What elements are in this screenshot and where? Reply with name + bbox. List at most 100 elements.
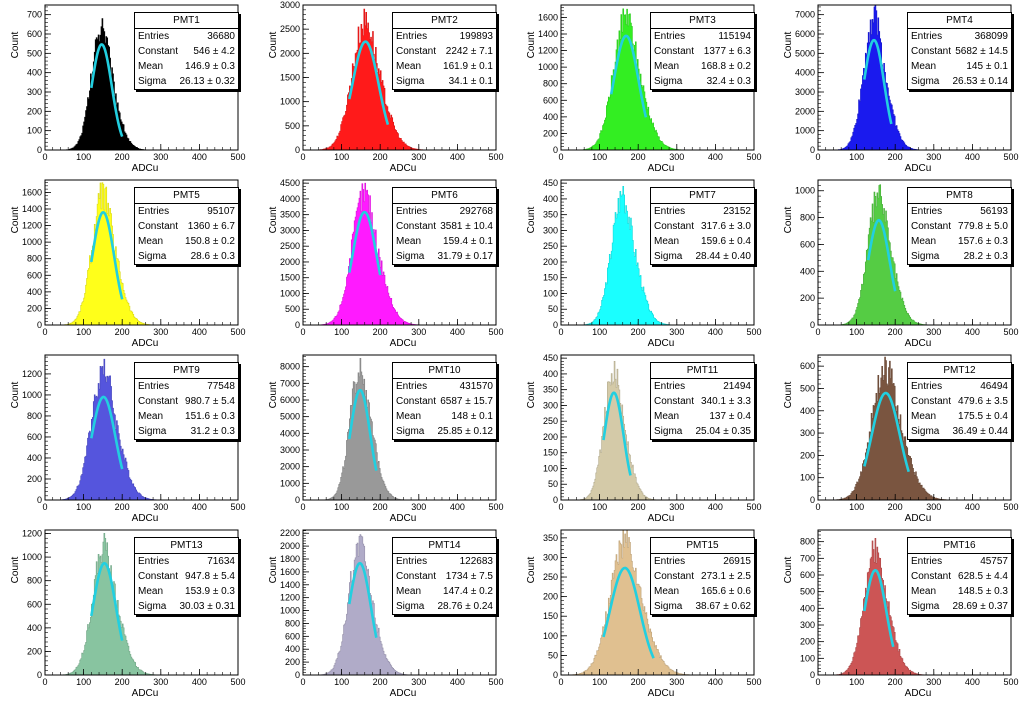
y-tick-label: 1600 bbox=[280, 567, 300, 577]
x-tick-label: 500 bbox=[746, 327, 761, 337]
y-tick-label: 1200 bbox=[538, 46, 558, 56]
stats-value: 159.4 ± 0.1 bbox=[443, 236, 493, 247]
stats-row-sigma: Sigma 31.2 ± 0.3 bbox=[135, 424, 238, 439]
stats-label: Sigma bbox=[911, 76, 940, 87]
y-tick-label: 1500 bbox=[280, 73, 300, 83]
stats-label: Constant bbox=[911, 396, 952, 407]
stats-value: 26915 bbox=[723, 556, 751, 567]
stats-title: PMT5 bbox=[135, 188, 238, 204]
stats-value: 779.8 ± 5.0 bbox=[958, 221, 1008, 232]
stats-label: Constant bbox=[911, 221, 952, 232]
stats-title: PMT8 bbox=[908, 188, 1011, 204]
y-tick-label: 800 bbox=[285, 618, 300, 628]
x-tick-label: 400 bbox=[192, 152, 207, 162]
gaussian-fit-curve bbox=[863, 568, 895, 648]
x-tick-label: 200 bbox=[373, 327, 388, 337]
x-tick-label: 0 bbox=[300, 502, 305, 512]
y-tick-label: 450 bbox=[543, 353, 558, 363]
x-tick-label: 400 bbox=[965, 677, 980, 687]
y-tick-label: 200 bbox=[27, 106, 42, 116]
y-axis-label: Count bbox=[268, 206, 279, 233]
x-axis-label: ADCu bbox=[132, 513, 159, 524]
y-tick-label: 1200 bbox=[22, 221, 42, 231]
x-tick-label: 500 bbox=[230, 677, 245, 687]
x-tick-label: 100 bbox=[76, 327, 91, 337]
stats-box: PMT12 Entries 46494 Constant 479.6 ± 3.5 Mean… bbox=[907, 362, 1012, 440]
x-tick-label: 500 bbox=[230, 327, 245, 337]
y-tick-label: 600 bbox=[27, 432, 42, 442]
stats-value: 3581 ± 10.4 bbox=[440, 221, 493, 232]
stats-label: Mean bbox=[138, 411, 164, 422]
stats-value: 28.76 ± 0.24 bbox=[437, 601, 493, 612]
y-tick-label: 2000 bbox=[280, 257, 300, 267]
y-tick-label: 100 bbox=[543, 463, 558, 473]
y-axis-label: Count bbox=[268, 556, 279, 583]
stats-value: 1377 ± 6.3 bbox=[703, 46, 751, 57]
stats-value: 77548 bbox=[207, 381, 235, 392]
x-axis-label: ADCu bbox=[905, 513, 932, 524]
gaussian-fit-curve bbox=[348, 40, 390, 125]
x-axis-label: ADCu bbox=[132, 163, 159, 174]
y-tick-label: 50 bbox=[548, 479, 558, 489]
y-tick-label: 200 bbox=[543, 257, 558, 267]
y-tick-label: 0 bbox=[295, 145, 300, 155]
stats-value: 168.8 ± 0.2 bbox=[701, 61, 751, 72]
y-tick-label: 3000 bbox=[795, 87, 815, 97]
stats-row-constant: Constant 273.1 ± 2.5 bbox=[651, 569, 754, 584]
stats-value: 546 ± 4.2 bbox=[193, 46, 235, 57]
stats-value: 23152 bbox=[723, 206, 751, 217]
y-tick-label: 200 bbox=[543, 128, 558, 138]
stats-title: PMT3 bbox=[651, 13, 754, 29]
stats-value: 25.85 ± 0.12 bbox=[437, 426, 493, 437]
y-tick-label: 400 bbox=[800, 406, 815, 416]
stats-value: 317.6 ± 3.0 bbox=[701, 221, 751, 232]
gaussian-fit-curve bbox=[609, 34, 648, 118]
y-tick-label: 500 bbox=[800, 587, 815, 597]
stats-value: 45757 bbox=[980, 556, 1008, 567]
stats-value: 34.1 ± 0.1 bbox=[448, 76, 493, 87]
stats-row-sigma: Sigma 28.69 ± 0.37 bbox=[908, 599, 1011, 614]
stats-row-mean: Mean 148.5 ± 0.3 bbox=[908, 584, 1011, 599]
panel-pmt4: 0 1000 2000 3000 4000 5000 6000 7000 0 100 200 300 4… bbox=[773, 0, 1025, 175]
y-tick-label: 1400 bbox=[538, 29, 558, 39]
x-tick-label: 200 bbox=[115, 152, 130, 162]
y-tick-label: 4000 bbox=[795, 68, 815, 78]
stats-row-mean: Mean 175.5 ± 0.4 bbox=[908, 409, 1011, 424]
stats-row-constant: Constant 2242 ± 7.1 bbox=[393, 44, 496, 59]
stats-value: 36.49 ± 0.44 bbox=[952, 426, 1008, 437]
stats-label: Sigma bbox=[654, 601, 683, 612]
y-tick-label: 500 bbox=[800, 383, 815, 393]
y-tick-label: 1000 bbox=[22, 237, 42, 247]
x-axis-label: ADCu bbox=[905, 338, 932, 349]
x-tick-label: 400 bbox=[965, 327, 980, 337]
stats-value: 26.53 ± 0.14 bbox=[952, 76, 1008, 87]
x-axis-label: ADCu bbox=[905, 688, 932, 699]
x-axis-label: ADCu bbox=[648, 338, 675, 349]
histogram-plot: 0 100 200 300 400 500 600 700 0 100 200 300 400 500 AD… bbox=[10, 4, 246, 174]
stats-row-sigma: Sigma 28.76 ± 0.24 bbox=[393, 599, 496, 614]
y-tick-label: 800 bbox=[27, 254, 42, 264]
stats-row-sigma: Sigma 30.03 ± 0.31 bbox=[135, 599, 238, 614]
stats-value: 175.5 ± 0.4 bbox=[958, 411, 1008, 422]
stats-box: PMT2 Entries 199893 Constant 2242 ± 7.1 Mean 1… bbox=[392, 12, 497, 90]
y-tick-label: 350 bbox=[543, 210, 558, 220]
stats-value: 431570 bbox=[459, 381, 493, 392]
stats-row-sigma: Sigma 25.85 ± 0.12 bbox=[393, 424, 496, 439]
x-tick-label: 300 bbox=[153, 502, 168, 512]
y-tick-label: 600 bbox=[543, 95, 558, 105]
y-tick-label: 200 bbox=[285, 657, 300, 667]
x-tick-label: 300 bbox=[926, 677, 941, 687]
x-tick-label: 100 bbox=[76, 677, 91, 687]
x-tick-label: 400 bbox=[708, 152, 723, 162]
y-tick-label: 800 bbox=[27, 576, 42, 586]
stats-row-constant: Constant 1360 ± 6.7 bbox=[135, 219, 238, 234]
stats-label: Entries bbox=[911, 381, 943, 392]
stats-value: 95107 bbox=[207, 206, 235, 217]
x-tick-label: 100 bbox=[334, 502, 349, 512]
stats-row-constant: Constant 980.7 ± 5.4 bbox=[135, 394, 238, 409]
panel-pmt14: 0 200 400 600 800 1000 1200 1400 1600 1800 2000 220… bbox=[258, 525, 514, 700]
y-tick-label: 0 bbox=[553, 145, 558, 155]
y-tick-label: 600 bbox=[800, 239, 815, 249]
x-tick-label: 200 bbox=[373, 502, 388, 512]
y-tick-label: 0 bbox=[37, 320, 42, 330]
